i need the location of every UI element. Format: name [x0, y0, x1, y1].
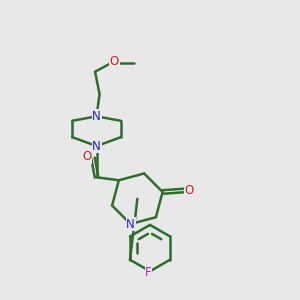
Text: O: O	[185, 184, 194, 197]
Text: F: F	[145, 266, 152, 279]
Text: N: N	[92, 140, 101, 153]
Text: N: N	[92, 110, 101, 123]
Text: O: O	[82, 150, 92, 163]
Text: N: N	[126, 218, 135, 230]
Text: O: O	[110, 55, 119, 68]
